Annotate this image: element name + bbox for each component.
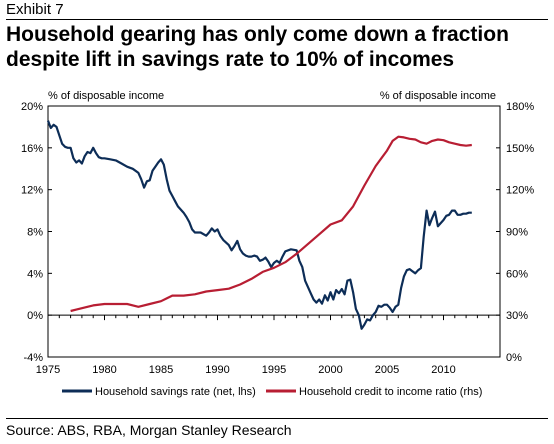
right-y-tick-label: 60% bbox=[506, 268, 528, 280]
right-y-tick-label: 180% bbox=[506, 101, 534, 113]
right-y-tick-label: 90% bbox=[506, 227, 528, 239]
left-y-axis: -4% 0% 4% 8% 12% 16% 20% bbox=[21, 101, 52, 364]
title-line-1: Household gearing has only come down a f… bbox=[6, 23, 509, 46]
left-y-tick-label: 0% bbox=[27, 310, 43, 322]
left-axis-label: % of disposable income bbox=[48, 90, 164, 102]
left-y-tick-label: 4% bbox=[27, 268, 43, 280]
left-y-tick-label: 12% bbox=[21, 185, 43, 197]
savings-rate-line bbox=[46, 120, 472, 330]
exhibit-label: Exhibit 7 bbox=[6, 1, 64, 18]
x-tick-label: 1975 bbox=[36, 364, 60, 376]
right-y-tick-label: 120% bbox=[506, 185, 534, 197]
left-y-tick-label: 20% bbox=[21, 101, 43, 113]
x-tick-label: 1995 bbox=[262, 364, 286, 376]
top-rule bbox=[6, 19, 548, 20]
x-tick-label: 1985 bbox=[149, 364, 173, 376]
legend-label-savings: Household savings rate (net, lhs) bbox=[95, 386, 256, 398]
right-y-tick-label: 30% bbox=[506, 310, 528, 322]
left-y-tick-label: 8% bbox=[27, 227, 43, 239]
right-y-axis: 0% 30% 60% 90% 120% 150% 180% bbox=[496, 101, 534, 364]
title-line-2: despite lift in savings rate to 10% of i… bbox=[6, 48, 455, 71]
left-y-tick-label: -4% bbox=[23, 352, 43, 364]
x-axis: 1975 1980 1985 1990 1995 2000 2005 2010 bbox=[36, 314, 501, 376]
x-tick-label: 2005 bbox=[375, 364, 399, 376]
right-y-tick-label: 150% bbox=[506, 143, 534, 155]
legend-label-credit: Household credit to income ratio (rhs) bbox=[299, 386, 482, 398]
bottom-rule bbox=[6, 418, 548, 419]
left-y-tick-label: 16% bbox=[21, 143, 43, 155]
right-y-tick-label: 0% bbox=[506, 352, 522, 364]
legend: Household savings rate (net, lhs) Househ… bbox=[62, 386, 482, 398]
credit-ratio-line bbox=[70, 135, 472, 313]
x-tick-label: 2010 bbox=[431, 364, 455, 376]
right-axis-label: % of disposable income bbox=[380, 90, 496, 102]
chart-title: Household gearing has only come down a f… bbox=[6, 22, 551, 72]
x-tick-label: 2000 bbox=[318, 364, 342, 376]
x-tick-label: 1990 bbox=[205, 364, 229, 376]
series-lines bbox=[46, 120, 472, 330]
source-note: Source: ABS, RBA, Morgan Stanley Researc… bbox=[6, 422, 292, 438]
x-tick-label: 1980 bbox=[92, 364, 116, 376]
